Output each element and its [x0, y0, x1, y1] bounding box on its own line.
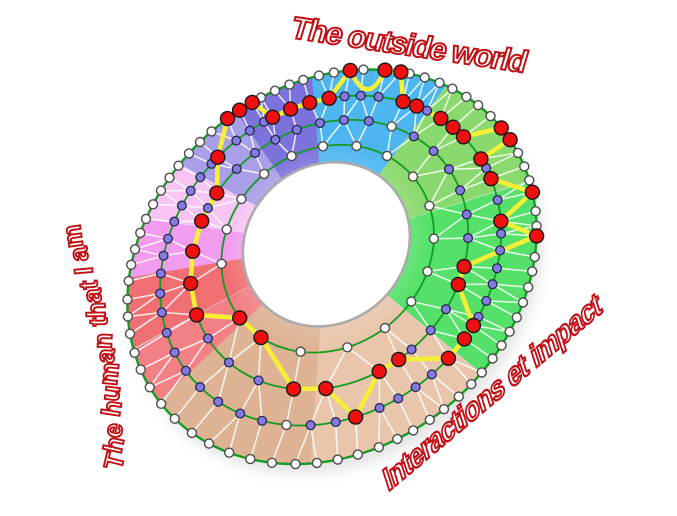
svg-text:a: a	[77, 287, 108, 303]
svg-text:m: m	[93, 361, 125, 387]
svg-text:t: t	[73, 279, 104, 290]
svg-text:h: h	[96, 398, 128, 418]
svg-text:m: m	[56, 223, 89, 250]
svg-text:a: a	[63, 245, 94, 263]
svg-text:e: e	[97, 420, 129, 440]
svg-text:a: a	[90, 347, 121, 364]
svg-text:I: I	[68, 266, 99, 276]
svg-text:n: n	[87, 332, 118, 349]
svg-text:u: u	[94, 383, 126, 403]
svg-text:h: h	[97, 434, 130, 456]
svg-text:t: t	[83, 317, 113, 326]
svg-text:h: h	[81, 302, 111, 318]
